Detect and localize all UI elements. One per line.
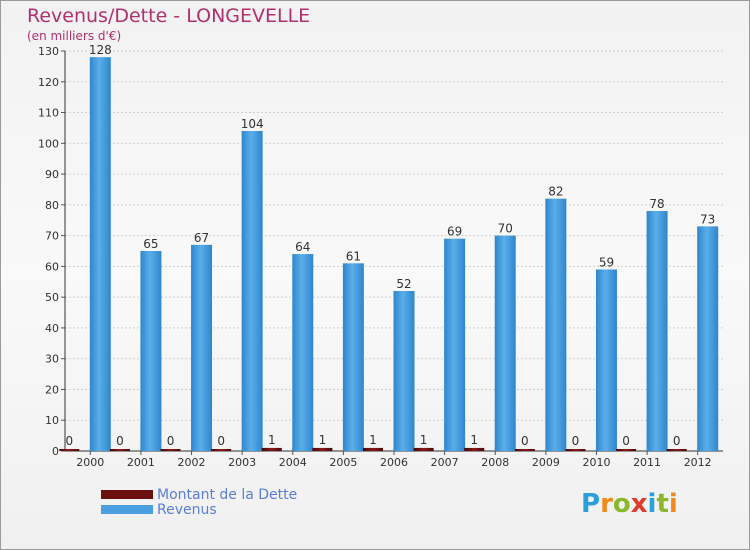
x-tick-label: 2003	[228, 456, 256, 469]
y-tick-label: 130	[38, 45, 59, 58]
y-tick-label: 120	[38, 76, 59, 89]
bar-dette	[59, 449, 80, 451]
bar-revenus	[595, 269, 617, 451]
x-tick-label: 2009	[532, 456, 560, 469]
legend-swatch-dette	[101, 490, 153, 499]
legend-swatch-revenus	[101, 505, 153, 514]
y-tick-label: 80	[45, 199, 59, 212]
bar-revenus	[444, 238, 466, 451]
bar-revenus	[393, 291, 415, 451]
data-label-dette: 1	[420, 433, 428, 447]
logo-letter: i	[647, 489, 657, 519]
bar-dette	[312, 447, 333, 451]
y-tick-label: 40	[45, 322, 59, 335]
bar-revenus	[697, 226, 719, 451]
bar-dette	[514, 449, 535, 451]
x-tick-label: 2005	[329, 456, 357, 469]
legend-item-dette: Montant de la Dette	[101, 486, 298, 503]
data-label-dette: 1	[470, 433, 478, 447]
data-label-dette: 0	[521, 434, 529, 448]
bar-dette	[413, 447, 434, 451]
x-tick-label: 2004	[279, 456, 307, 469]
data-label-revenus: 65	[143, 237, 158, 251]
chart-subtitle: (en milliers d'€)	[27, 29, 122, 43]
bar-revenus	[646, 211, 668, 451]
bar-revenus	[494, 235, 516, 451]
bar-revenus	[241, 131, 263, 451]
data-label-revenus: 128	[89, 43, 112, 57]
bar-dette	[616, 449, 637, 451]
x-tick-label: 2000	[76, 456, 104, 469]
chart-title: Revenus/Dette - LONGEVELLE	[27, 5, 311, 27]
y-tick-label: 20	[45, 383, 59, 396]
data-label-dette: 1	[268, 433, 276, 447]
bar-revenus	[545, 198, 567, 451]
y-tick-label: 60	[45, 260, 59, 273]
bar-dette	[565, 449, 586, 451]
bar-revenus	[292, 254, 314, 451]
bar-dette	[363, 447, 383, 451]
y-tick-label: 10	[45, 414, 59, 427]
y-tick-label: 100	[38, 137, 59, 150]
logo-letter: o	[612, 489, 631, 519]
proxiti-logo: Proxiti	[581, 489, 678, 519]
data-label-dette: 1	[369, 433, 377, 447]
data-label-revenus: 73	[700, 212, 715, 226]
bar-dette	[666, 449, 687, 451]
data-label-dette: 1	[319, 433, 327, 447]
logo-letter: i	[668, 489, 678, 519]
chart-legend: Montant de la Dette Revenus	[101, 486, 298, 518]
bar-revenus	[342, 263, 364, 451]
x-tick-label: 2001	[127, 456, 155, 469]
logo-letter: r	[600, 489, 613, 519]
logo-letter: P	[581, 489, 601, 519]
x-tick-label: 2007	[431, 456, 459, 469]
data-label-dette: 0	[217, 434, 225, 448]
y-tick-label: 30	[45, 353, 59, 366]
x-tick-label: 2008	[481, 456, 509, 469]
data-label-dette: 0	[167, 434, 175, 448]
x-tick-label: 2006	[380, 456, 408, 469]
bar-dette	[261, 447, 282, 451]
x-tick-label: 2002	[178, 456, 206, 469]
data-label-dette: 0	[673, 434, 681, 448]
legend-item-revenus: Revenus	[101, 501, 297, 518]
y-tick-label: 70	[45, 230, 59, 243]
bar-dette	[464, 447, 485, 451]
data-label-revenus: 61	[346, 249, 361, 263]
y-tick-label: 0	[52, 445, 59, 458]
data-label-dette: 0	[622, 434, 630, 448]
logo-letter: x	[630, 489, 648, 519]
bar-dette	[160, 449, 181, 451]
data-label-revenus: 82	[548, 185, 563, 199]
data-label-revenus: 64	[295, 240, 310, 254]
x-tick-label: 2010	[582, 456, 610, 469]
legend-label-revenus: Revenus	[157, 501, 217, 518]
data-label-revenus: 69	[447, 225, 462, 239]
y-tick-label: 50	[45, 291, 59, 304]
data-label-revenus: 59	[599, 255, 614, 269]
data-label-revenus: 67	[194, 231, 209, 245]
bar-dette	[109, 449, 130, 451]
data-label-revenus: 70	[498, 222, 513, 236]
y-tick-label: 90	[45, 168, 59, 181]
data-label-revenus: 104	[241, 117, 264, 131]
data-label-dette: 0	[116, 434, 124, 448]
data-label-dette: 0	[65, 434, 73, 448]
data-label-dette: 0	[572, 434, 580, 448]
bar-dette	[211, 449, 232, 451]
bar-revenus	[140, 251, 162, 451]
data-label-revenus: 52	[396, 277, 411, 291]
y-tick-label: 110	[38, 107, 59, 120]
bar-revenus	[191, 244, 213, 451]
legend-label-dette: Montant de la Dette	[157, 486, 298, 503]
x-tick-label: 2011	[633, 456, 661, 469]
logo-letter: t	[656, 489, 669, 519]
bar-revenus	[89, 57, 111, 452]
x-tick-label: 2012	[684, 456, 712, 469]
data-label-revenus: 78	[649, 197, 664, 211]
